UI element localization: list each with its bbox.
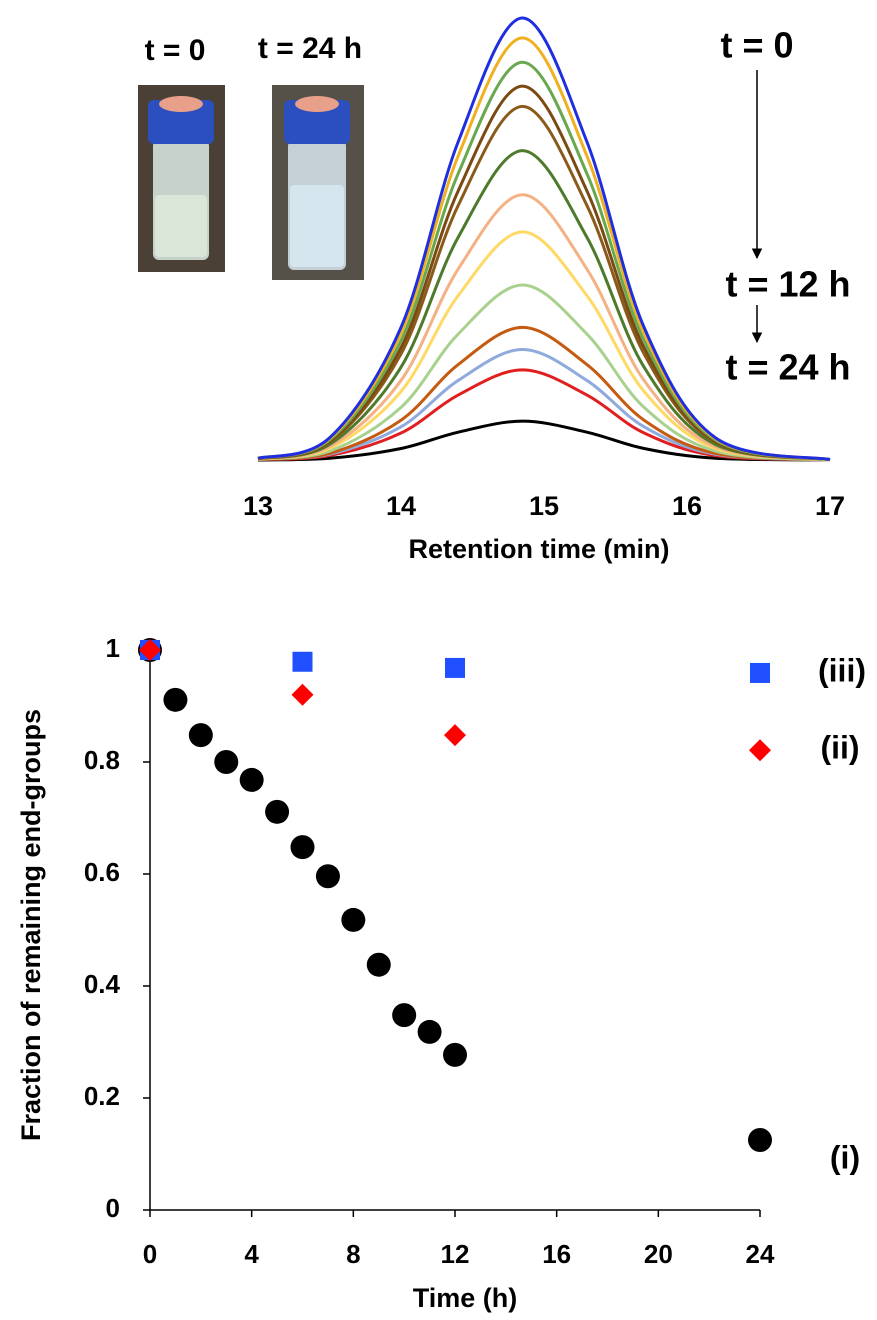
- data-point: [139, 639, 161, 661]
- data-point: [366, 952, 391, 977]
- annotation: t = 0: [720, 25, 793, 66]
- gpc-trace: [257, 230, 831, 462]
- x-tick-label: 12: [441, 1239, 470, 1269]
- y-tick-label: 0.2: [84, 1081, 120, 1111]
- data-point: [315, 864, 340, 889]
- data-point: [392, 1003, 417, 1028]
- x-tick-label: 24: [746, 1239, 775, 1269]
- annotation: t = 24 h: [258, 32, 362, 65]
- data-point: [265, 799, 290, 824]
- x-tick-label: 15: [529, 491, 559, 521]
- annotation: t = 24 h: [725, 347, 850, 388]
- gpc-trace: [257, 368, 831, 462]
- x-tick-label: 20: [644, 1239, 673, 1269]
- annotation: t = 12 h: [725, 264, 850, 305]
- data-point: [341, 907, 366, 932]
- data-point: [443, 1042, 467, 1067]
- data-point: [444, 724, 466, 747]
- x-tick-label: 0: [143, 1239, 157, 1269]
- gpc-trace: [257, 104, 831, 462]
- data-point: [188, 723, 213, 748]
- gpc-trace: [257, 193, 831, 462]
- x-tick-label: 17: [815, 491, 845, 521]
- data-point: [749, 739, 771, 762]
- vial-photo: [272, 85, 364, 280]
- data-point: [239, 767, 264, 792]
- y-tick-label: 0: [106, 1193, 120, 1223]
- data-point: [290, 835, 315, 860]
- series-label: (i): [830, 1139, 860, 1175]
- series-label: (iii): [818, 652, 866, 688]
- data-point: [163, 687, 188, 712]
- data-point: [445, 657, 465, 678]
- x-axis-label: Time (h): [413, 1283, 518, 1313]
- x-tick-label: 4: [244, 1239, 259, 1269]
- data-point: [748, 1128, 772, 1152]
- gpc-trace: [257, 16, 831, 462]
- x-tick-label: 8: [346, 1239, 360, 1269]
- vial-photo: [138, 85, 225, 272]
- annotation: t = 0: [145, 34, 206, 67]
- x-tick-label: 16: [672, 491, 702, 521]
- gpc-trace: [257, 149, 831, 462]
- series-label: (ii): [820, 729, 859, 765]
- x-axis-label: Retention time (min): [409, 534, 670, 564]
- y-tick-label: 1: [106, 633, 120, 663]
- data-point: [292, 651, 313, 672]
- y-axis-label: Fraction of remaining end-groups: [16, 709, 46, 1141]
- gpc-trace: [257, 283, 831, 462]
- y-tick-label: 0.6: [84, 857, 120, 887]
- y-tick-label: 0.4: [84, 969, 121, 999]
- x-tick-label: 13: [243, 491, 273, 521]
- x-tick-label: 14: [386, 491, 416, 521]
- data-point: [750, 662, 770, 683]
- x-tick-label: 16: [542, 1239, 571, 1269]
- gpc-trace: [257, 60, 831, 462]
- data-point: [291, 683, 314, 706]
- gpc-trace: [257, 84, 831, 462]
- gpc-trace: [257, 325, 831, 462]
- data-point: [214, 750, 239, 774]
- gpc-trace: [257, 419, 831, 462]
- data-point: [417, 1019, 442, 1044]
- y-tick-label: 0.8: [84, 745, 120, 775]
